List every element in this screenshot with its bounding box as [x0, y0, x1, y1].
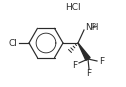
Text: Cl: Cl — [8, 39, 17, 48]
Text: HCl: HCl — [65, 3, 81, 11]
Polygon shape — [78, 43, 90, 60]
Text: F: F — [99, 56, 105, 66]
Text: 2: 2 — [92, 23, 96, 29]
Text: F: F — [72, 62, 78, 70]
Text: NH: NH — [85, 23, 99, 33]
Text: F: F — [86, 68, 92, 78]
